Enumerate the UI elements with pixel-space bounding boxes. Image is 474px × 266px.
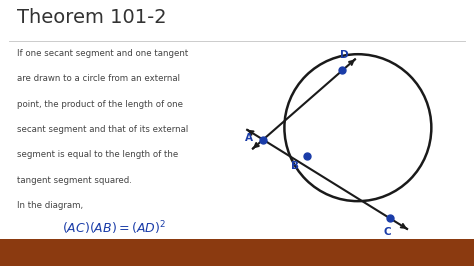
Text: C: C: [383, 227, 391, 238]
Text: are drawn to a circle from an external: are drawn to a circle from an external: [17, 74, 180, 84]
Point: [303, 153, 311, 158]
Text: Theorem 101-2: Theorem 101-2: [17, 8, 166, 27]
Text: D: D: [340, 50, 349, 60]
Text: segment is equal to the length of the: segment is equal to the length of the: [17, 150, 178, 159]
Text: In the diagram,: In the diagram,: [17, 201, 83, 210]
Text: point, the product of the length of one: point, the product of the length of one: [17, 100, 182, 109]
Bar: [0, 239, 474, 266]
Text: $(AC)(AB) = (AD)^2$: $(AC)(AB) = (AD)^2$: [62, 219, 165, 237]
Point: [338, 68, 346, 73]
Text: If one secant segment and one tangent: If one secant segment and one tangent: [17, 49, 188, 58]
Text: secant segment and that of its external: secant segment and that of its external: [17, 125, 188, 134]
Point: [259, 138, 267, 142]
Text: A: A: [245, 133, 253, 143]
Text: tangent segment squared.: tangent segment squared.: [17, 176, 131, 185]
Point: [386, 216, 393, 220]
Text: B: B: [291, 161, 299, 171]
